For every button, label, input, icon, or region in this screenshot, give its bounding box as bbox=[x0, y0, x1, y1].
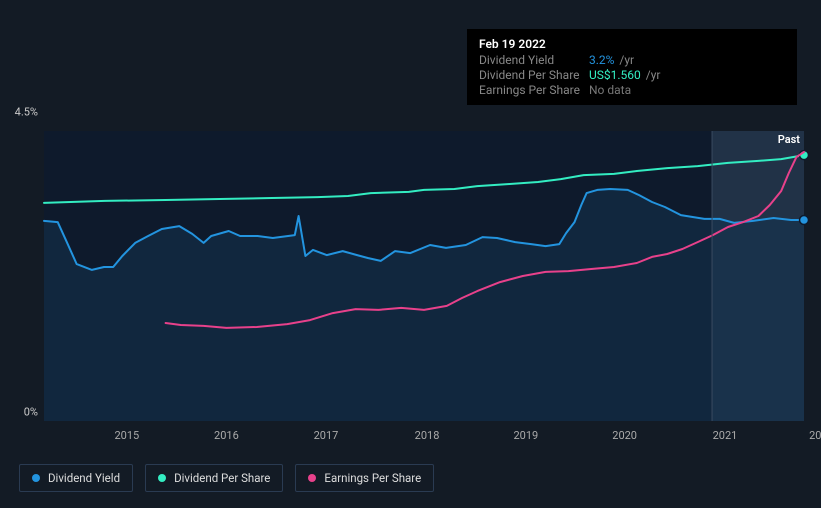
past-badge: Past bbox=[778, 133, 800, 146]
legend-dot bbox=[308, 474, 316, 482]
legend-item[interactable]: Earnings Per Share bbox=[295, 464, 434, 492]
y-axis-min: 0% bbox=[24, 406, 38, 419]
tooltip-rows: Dividend Yield3.2% /yrDividend Per Share… bbox=[479, 53, 785, 97]
legend: Dividend Yield Dividend Per Share Earnings… bbox=[19, 464, 434, 492]
legend-item-label: Dividend Per Share bbox=[174, 471, 270, 485]
legend-item[interactable]: Dividend Yield bbox=[19, 464, 133, 492]
tooltip-row-value: No data bbox=[589, 83, 631, 97]
x-axis-label: 2020 bbox=[612, 429, 637, 442]
tooltip-row-label: Dividend Yield bbox=[479, 53, 589, 67]
tooltip-row: Earnings Per ShareNo data bbox=[479, 83, 785, 97]
x-axis-label: 2022 bbox=[809, 429, 821, 442]
tooltip-row-unit: /yr bbox=[616, 53, 634, 67]
end-dot bbox=[800, 216, 809, 225]
tooltip-title: Feb 19 2022 bbox=[479, 37, 785, 51]
tooltip-row-value: 3.2% /yr bbox=[589, 53, 634, 67]
legend-dot bbox=[32, 474, 40, 482]
tooltip-row-label: Dividend Per Share bbox=[479, 68, 589, 82]
x-axis-label: 2015 bbox=[114, 429, 139, 442]
chart-svg bbox=[44, 131, 804, 421]
chart[interactable]: Past 4.5%0%20152016201720182019202020212… bbox=[44, 131, 804, 421]
tooltip-row: Dividend Per ShareUS$1.560 /yr bbox=[479, 68, 785, 82]
legend-item[interactable]: Dividend Per Share bbox=[145, 464, 283, 492]
x-axis-label: 2017 bbox=[314, 429, 339, 442]
legend-item-label: Dividend Yield bbox=[48, 471, 120, 485]
x-axis-label: 2019 bbox=[513, 429, 538, 442]
tooltip-row-unit: /yr bbox=[643, 68, 661, 82]
x-axis-label: 2021 bbox=[713, 429, 738, 442]
legend-item-label: Earnings Per Share bbox=[324, 471, 421, 485]
x-axis-label: 2018 bbox=[415, 429, 440, 442]
tooltip-row-label: Earnings Per Share bbox=[479, 83, 589, 97]
x-axis-label: 2016 bbox=[214, 429, 239, 442]
tooltip-row-value: US$1.560 /yr bbox=[589, 68, 660, 82]
legend-dot bbox=[158, 474, 166, 482]
y-axis-max: 4.5% bbox=[15, 106, 38, 119]
tooltip-row: Dividend Yield3.2% /yr bbox=[479, 53, 785, 67]
tooltip: Feb 19 2022 Dividend Yield3.2% /yrDivide… bbox=[467, 29, 797, 105]
